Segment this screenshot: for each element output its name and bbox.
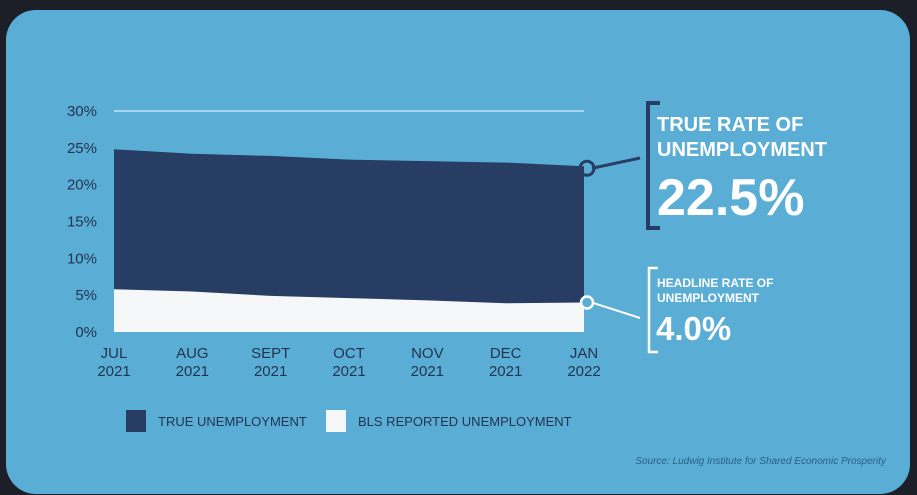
headline-rate-title: HEADLINE RATE OF UNEMPLOYMENT xyxy=(657,276,774,305)
true-rate-title: TRUE RATE OF UNEMPLOYMENT xyxy=(657,114,827,161)
y-tick-label: 10% xyxy=(67,250,97,267)
x-tick-label: AUG 2021 xyxy=(176,345,209,380)
headline-rate-marker xyxy=(579,295,595,310)
plot-area xyxy=(114,110,584,332)
x-tick-label: JUL 2021 xyxy=(97,345,130,380)
y-tick-label: 30% xyxy=(67,103,97,120)
true-rate-value: 22.5% xyxy=(657,169,805,227)
x-tick-label: JAN 2022 xyxy=(567,345,600,380)
x-tick-label: OCT 2021 xyxy=(332,345,365,380)
y-tick-label: 5% xyxy=(75,287,97,304)
legend-label-true-unemployment: TRUE UNEMPLOYMENT xyxy=(158,414,307,429)
y-axis: 0% 5% 10% 15% 20% 25% 30% xyxy=(67,103,97,341)
true-rate-connector xyxy=(591,156,641,170)
y-tick-label: 20% xyxy=(67,177,97,194)
y-tick-label: 0% xyxy=(75,324,97,341)
callout-connectors xyxy=(578,101,660,354)
x-tick-label: DEC 2021 xyxy=(489,345,522,380)
source-note: Source: Ludwig Institute for Shared Econ… xyxy=(635,456,886,467)
area-series-bls-reported-unemployment xyxy=(114,289,584,332)
true-rate-bracket xyxy=(646,101,660,230)
true-rate-marker xyxy=(578,159,596,177)
x-tick-label: NOV 2021 xyxy=(411,345,444,380)
headline-rate-value: 4.0% xyxy=(656,310,732,347)
legend-swatch-bls-unemployment xyxy=(326,410,346,432)
legend-swatch-true-unemployment xyxy=(126,410,146,432)
area-series-true-unemployment xyxy=(114,149,584,332)
x-tick-label: SEPT 2021 xyxy=(251,345,290,380)
y-tick-label: 15% xyxy=(67,214,97,231)
legend-label-bls-unemployment: BLS REPORTED UNEMPLOYMENT xyxy=(358,414,572,429)
y-tick-label: 25% xyxy=(67,140,97,157)
x-axis: JUL 2021 AUG 2021 SEPT 2021 OCT 2021 NOV 2021 DEC 2… xyxy=(97,345,600,380)
headline-rate-bracket xyxy=(647,266,658,354)
headline-rate-connector xyxy=(591,301,641,319)
